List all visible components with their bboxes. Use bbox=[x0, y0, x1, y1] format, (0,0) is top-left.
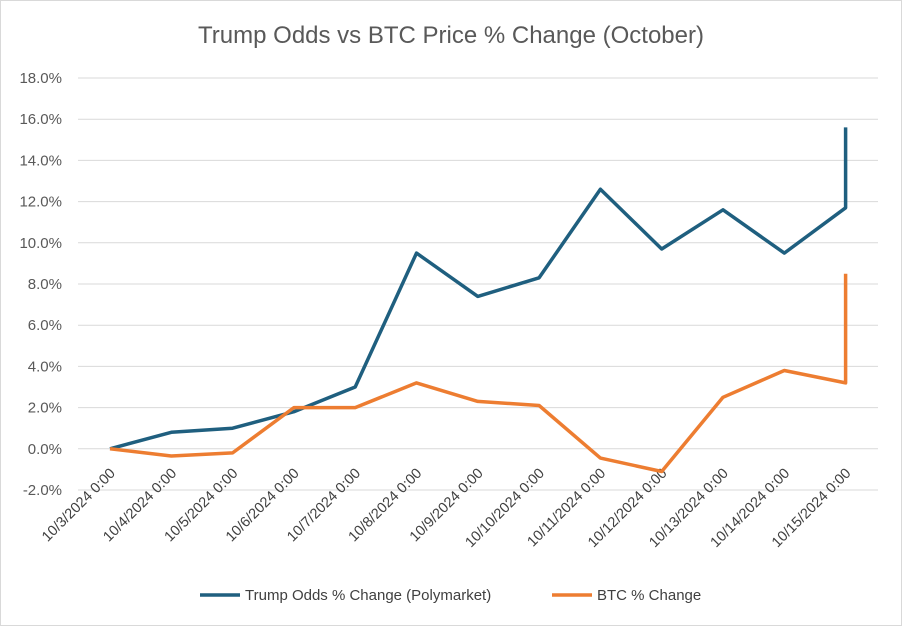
gridlines bbox=[78, 77, 878, 491]
legend: Trump Odds % Change (Polymarket) BTC % Ch… bbox=[200, 587, 701, 604]
y-tick-label: 14.0% bbox=[19, 152, 62, 169]
y-tick-label: 0.0% bbox=[28, 441, 62, 458]
y-axis-ticks: -2.0% 0.0% 2.0% 4.0% 6.0% 8.0% 10.0% 12.0% 14.0%… bbox=[19, 70, 62, 499]
y-tick-label: 4.0% bbox=[28, 358, 62, 375]
y-tick-label: 12.0% bbox=[19, 194, 62, 211]
y-tick-label: 6.0% bbox=[28, 317, 62, 334]
legend-label: Trump Odds % Change (Polymarket) bbox=[245, 587, 491, 604]
y-tick-label: -2.0% bbox=[23, 482, 62, 499]
trump-odds-line bbox=[109, 127, 848, 451]
legend-label: BTC % Change bbox=[597, 587, 701, 604]
btc-change-line bbox=[109, 273, 848, 474]
y-tick-label: 18.0% bbox=[19, 70, 62, 87]
series-lines bbox=[109, 127, 848, 474]
y-tick-label: 16.0% bbox=[19, 111, 62, 128]
y-tick-label: 10.0% bbox=[19, 235, 62, 252]
chart-title: Trump Odds vs BTC Price % Change (Octobe… bbox=[198, 22, 704, 49]
y-tick-label: 8.0% bbox=[28, 276, 62, 293]
y-tick-label: 2.0% bbox=[28, 400, 62, 417]
